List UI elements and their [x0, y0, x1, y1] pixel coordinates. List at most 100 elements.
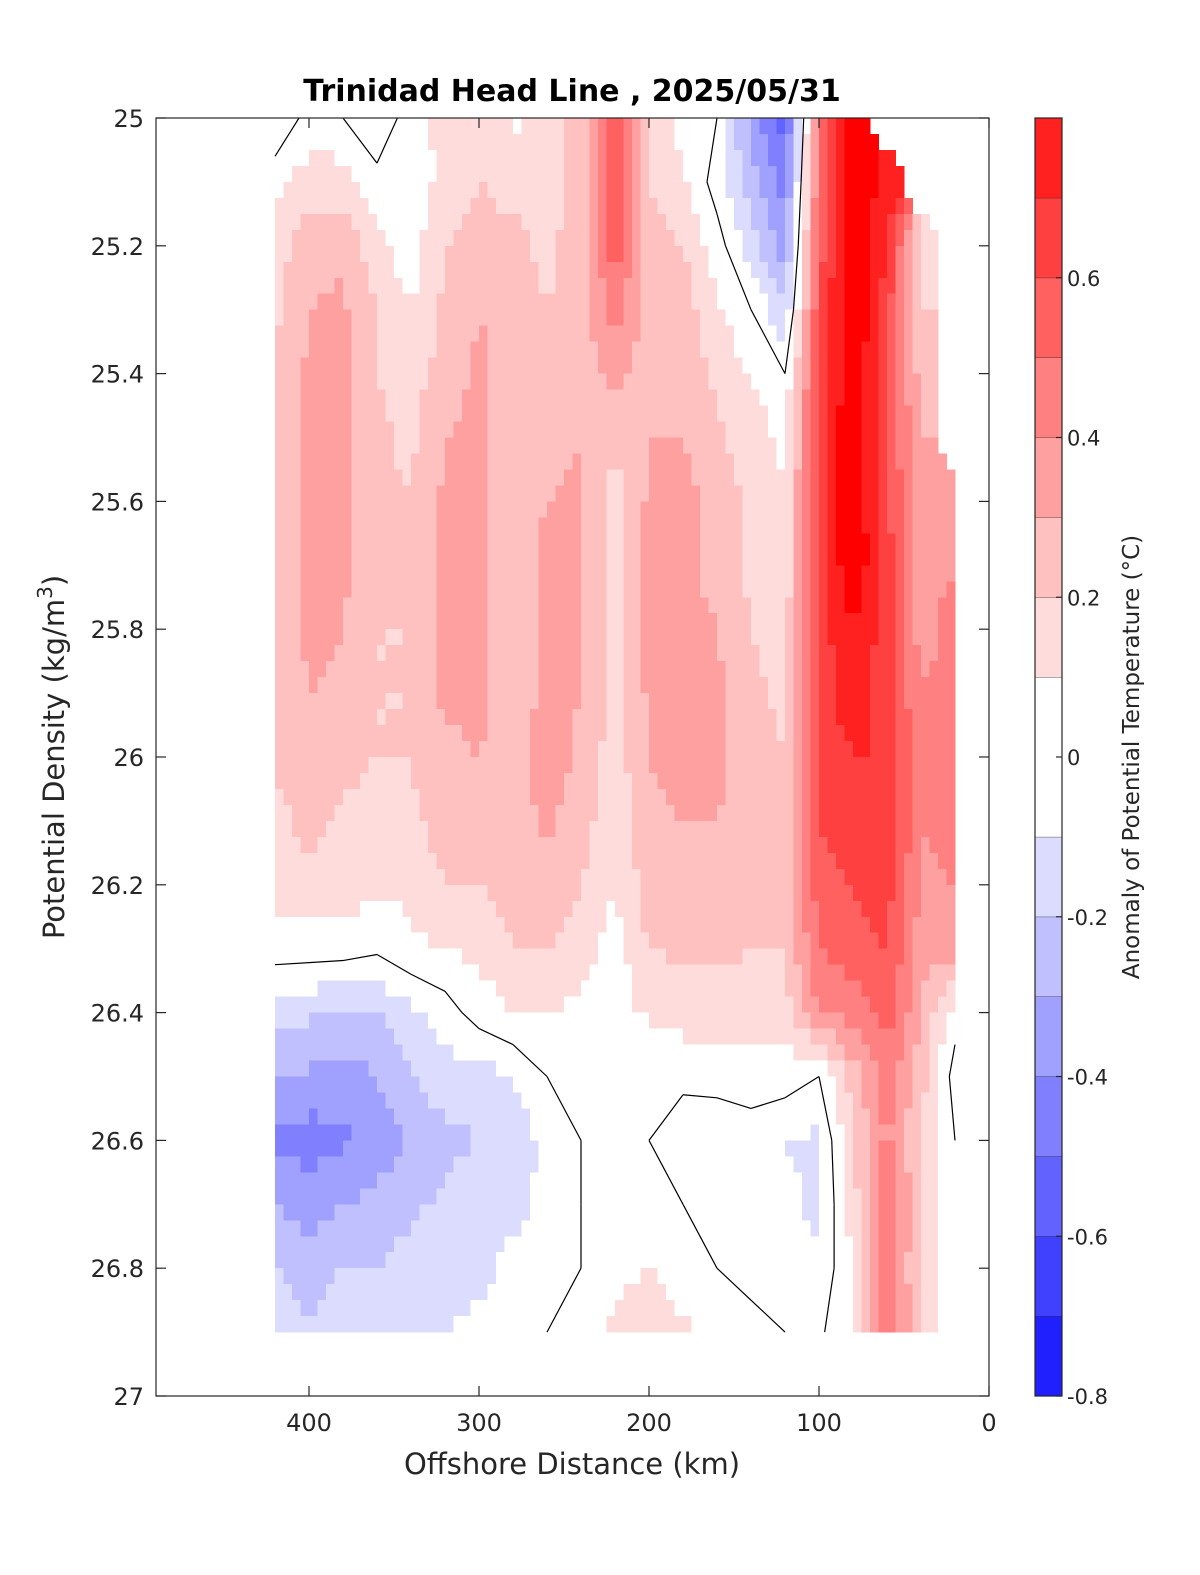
field-cell	[666, 948, 676, 966]
field-cell	[360, 884, 370, 902]
field-cell	[513, 133, 523, 151]
field-cell	[666, 980, 676, 998]
field-cell	[394, 1076, 404, 1094]
field-cell	[802, 373, 812, 391]
field-cell	[717, 165, 727, 183]
field-cell	[292, 597, 302, 614]
field-cell	[929, 293, 939, 311]
field-cell	[555, 453, 565, 471]
field-cell	[572, 453, 582, 471]
field-cell	[853, 501, 863, 518]
field-cell	[394, 165, 404, 183]
field-cell	[394, 309, 404, 327]
field-cell	[717, 261, 727, 279]
field-cell	[853, 645, 863, 662]
field-cell	[351, 309, 361, 327]
field-cell	[317, 341, 327, 359]
field-cell	[717, 133, 727, 151]
field-cell	[870, 884, 880, 902]
field-cell	[326, 1012, 336, 1030]
field-cell	[912, 421, 922, 439]
field-cell	[351, 213, 361, 231]
field-cell	[428, 213, 438, 231]
field-cell	[368, 1076, 378, 1094]
field-cell	[734, 629, 744, 646]
field-cell	[555, 277, 565, 295]
field-cell	[547, 852, 557, 870]
field-cell	[717, 485, 727, 502]
field-cell	[691, 916, 701, 934]
field-cell	[657, 804, 667, 822]
field-cell	[334, 996, 344, 1014]
field-cell	[513, 1108, 523, 1126]
field-cell	[581, 868, 591, 886]
field-cell	[615, 1108, 625, 1126]
field-cell	[734, 357, 744, 375]
field-cell	[742, 709, 752, 726]
field-cell	[819, 341, 829, 359]
field-cell	[785, 357, 795, 375]
field-cell	[836, 1044, 846, 1062]
field-cell	[334, 1108, 344, 1126]
field-cell	[419, 325, 429, 343]
field-cell	[326, 181, 336, 199]
field-cell	[598, 980, 608, 998]
field-cell	[649, 373, 659, 391]
field-cell	[547, 549, 557, 566]
field-cell	[326, 133, 336, 151]
field-cell	[870, 261, 880, 279]
field-cell	[496, 1108, 506, 1126]
field-cell	[445, 165, 455, 183]
field-cell	[683, 836, 693, 854]
field-cell	[827, 868, 837, 886]
field-cell	[402, 804, 412, 822]
field-cell	[759, 725, 769, 742]
field-cell	[836, 645, 846, 662]
field-cell	[827, 916, 837, 934]
field-cell	[377, 757, 387, 774]
field-cell	[326, 996, 336, 1014]
field-cell	[708, 1124, 718, 1141]
field-cell	[428, 261, 438, 279]
field-cell	[768, 741, 778, 758]
field-cell	[623, 1124, 633, 1141]
field-cell	[581, 277, 591, 295]
field-cell	[360, 1028, 370, 1046]
field-cell	[479, 405, 489, 423]
field-cell	[742, 693, 752, 710]
field-cell	[810, 725, 820, 742]
field-cell	[547, 261, 557, 279]
field-cell	[734, 1044, 744, 1062]
field-cell	[283, 437, 293, 455]
field-cell	[751, 485, 761, 502]
field-cell	[419, 788, 429, 806]
field-cell	[870, 1028, 880, 1046]
field-cell	[436, 197, 446, 215]
field-cell	[411, 293, 421, 311]
field-cell	[683, 501, 693, 518]
field-cell	[691, 565, 701, 582]
field-cell	[734, 389, 744, 407]
field-cell	[742, 868, 752, 886]
field-cell	[598, 884, 608, 902]
field-cell	[776, 133, 786, 151]
field-cell	[496, 757, 506, 774]
field-cell	[326, 517, 336, 534]
field-cell	[530, 1076, 540, 1094]
field-cell	[708, 118, 718, 135]
field-cell	[513, 948, 523, 966]
field-cell	[521, 804, 531, 822]
field-cell	[470, 181, 480, 199]
field-cell	[819, 165, 829, 183]
field-cell	[419, 213, 429, 231]
field-cell	[929, 677, 939, 694]
field-cell	[419, 485, 429, 502]
field-cell	[538, 245, 548, 263]
field-cell	[479, 836, 489, 854]
field-cell	[776, 725, 786, 742]
field-cell	[666, 964, 676, 982]
field-cell	[759, 900, 769, 918]
field-cell	[521, 757, 531, 774]
field-cell	[581, 1028, 591, 1046]
field-cell	[768, 677, 778, 694]
